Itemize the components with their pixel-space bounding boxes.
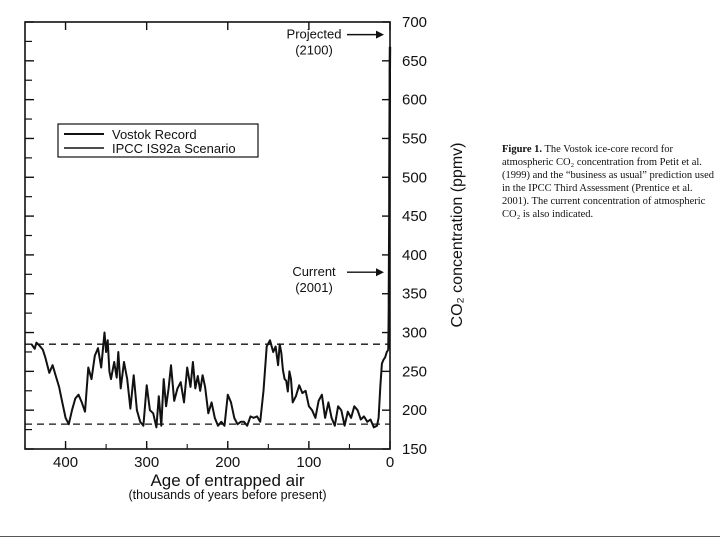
caption-label: Figure 1.	[502, 144, 543, 155]
x-axis-title: Age of entrapped air	[150, 471, 304, 490]
vostok-record-line	[30, 331, 390, 429]
current-year: (2001)	[295, 280, 333, 295]
caption-text: The Vostok ice-core record for atmospher…	[502, 144, 714, 220]
y-tick-label: 700	[402, 14, 427, 31]
y-tick-label: 350	[402, 286, 427, 303]
y-tick-label: 550	[402, 130, 427, 147]
x-tick-label: 100	[296, 454, 321, 471]
y-tick-label: 200	[402, 402, 427, 419]
y-tick-label: 300	[402, 325, 427, 342]
y-axis-title: CO₂ concentration (ppmv)	[449, 143, 466, 328]
y-tick-label: 600	[402, 92, 427, 109]
figure-caption: Figure 1. The Vostok ice-core record for…	[502, 143, 714, 221]
legend-box	[57, 123, 259, 158]
y-tick-label: 500	[402, 169, 427, 186]
current-label: Current	[292, 264, 336, 279]
legend-label: Vostok Record	[112, 127, 197, 142]
y-tick-label: 650	[402, 53, 427, 70]
x-tick-label: 0	[386, 454, 394, 471]
projected-label: Projected	[287, 27, 342, 42]
legend-label: IPCC IS92a Scenario	[112, 141, 236, 156]
y-tick-label: 150	[402, 441, 427, 458]
x-axis-subtitle: (thousands of years before present)	[128, 488, 326, 502]
annotation-arrow-head	[376, 268, 384, 277]
axes: 150 200 250 300 350 400 450 500 550 600 650 700 400 3…	[24, 14, 466, 502]
y-tick-label: 250	[402, 363, 427, 380]
y-tick-label: 450	[402, 208, 427, 225]
x-tick-label: 400	[53, 454, 78, 471]
x-tick-label: 300	[134, 454, 159, 471]
y-tick-label: 400	[402, 247, 427, 264]
annotation-arrow-head	[376, 30, 384, 39]
projected-year: (2100)	[295, 43, 333, 58]
x-tick-label: 200	[215, 454, 240, 471]
bottom-rule	[0, 536, 720, 537]
plot-frame	[24, 21, 391, 450]
